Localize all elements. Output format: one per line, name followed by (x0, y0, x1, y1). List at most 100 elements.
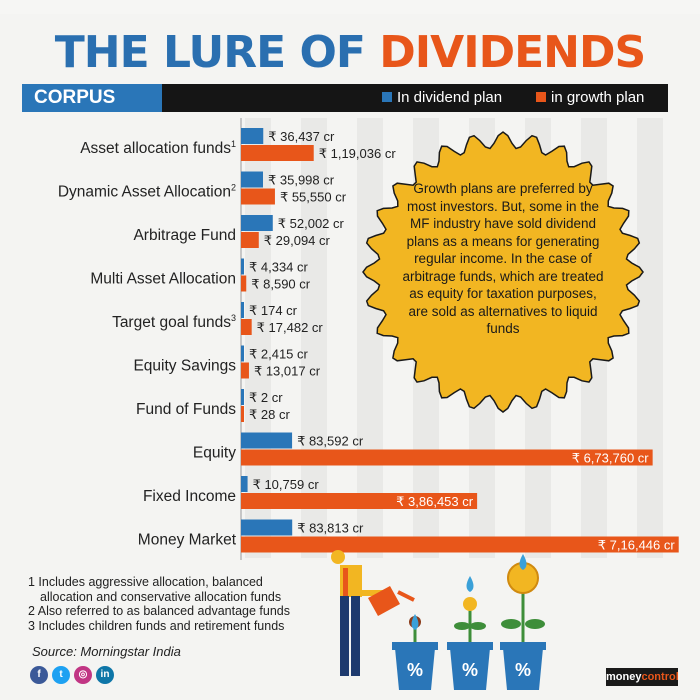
bar-growth (241, 362, 249, 379)
value-label-dividend: ₹ 4,334 cr (249, 260, 309, 275)
bar-growth (241, 188, 275, 205)
pot-rim (392, 642, 438, 650)
value-label-dividend: ₹ 52,002 cr (278, 216, 345, 231)
pot-percent-label: % (407, 660, 423, 680)
pot-percent-label: % (515, 660, 531, 680)
legend-item-dividend: In dividend plan (382, 84, 502, 112)
pot-body (450, 648, 490, 690)
watering-can-spout (397, 590, 415, 602)
person-head (331, 550, 345, 564)
leaf-icon (525, 619, 545, 629)
bar-dividend (241, 171, 263, 188)
value-label-growth: ₹ 8,590 cr (251, 277, 311, 292)
bar-dividend (241, 519, 293, 536)
value-label-growth: ₹ 28 cr (249, 407, 290, 422)
grid-stripe (637, 118, 663, 558)
footnotes: 1 Includes aggressive allocation, balanc… (28, 575, 290, 633)
category-label: Arbitrage Fund (133, 227, 236, 244)
leaf-icon (501, 619, 521, 629)
category-label: Equity (193, 445, 236, 462)
bar-dividend (241, 345, 244, 362)
source-note: Source: Morningstar India (32, 644, 181, 659)
bar-dividend (241, 476, 248, 492)
bar-dividend (241, 128, 264, 144)
title-part-dividends: DIVIDENDS (379, 27, 646, 78)
footnote-1-cont: allocation and conservative allocation f… (40, 589, 282, 604)
corpus-label: CORPUS (22, 84, 162, 112)
grid-stripe (301, 118, 327, 558)
bar-growth (241, 145, 314, 161)
value-label-growth: ₹ 29,094 cr (264, 233, 331, 248)
value-label-growth: ₹ 55,550 cr (280, 190, 347, 205)
instagram-icon[interactable]: ◎ (74, 666, 92, 684)
moneycontrol-logo: moneycontrol (606, 668, 679, 686)
plant-pot-1: % (392, 614, 438, 690)
water-drop-icon (466, 576, 474, 592)
value-label-dividend: ₹ 83,813 cr (297, 521, 364, 536)
value-label-dividend: ₹ 35,998 cr (268, 173, 335, 188)
category-label: Target goal funds3 (112, 313, 236, 331)
water-drop-icon (519, 554, 527, 570)
pot-rim (500, 642, 546, 650)
footnote-3: 3 Includes children funds and retirement… (28, 618, 285, 633)
value-label-dividend: ₹ 2,415 cr (249, 347, 309, 362)
linkedin-icon[interactable]: in (96, 666, 114, 684)
bar-growth (241, 536, 679, 553)
bar-dividend (241, 432, 293, 449)
value-label-growth: ₹ 13,017 cr (254, 364, 321, 379)
plant-pot-3: % (500, 554, 546, 690)
category-label: Fixed Income (143, 488, 236, 505)
bar-growth (241, 449, 653, 466)
value-label-dividend: ₹ 83,592 cr (297, 434, 364, 449)
person-leg-right (351, 596, 360, 676)
water-drop-icon (411, 614, 419, 630)
category-label: Equity Savings (133, 358, 236, 375)
category-label: Multi Asset Allocation (90, 271, 236, 288)
value-label-dividend: ₹ 10,759 cr (253, 477, 320, 492)
legend-label-dividend: In dividend plan (397, 89, 503, 106)
person-leg-left (340, 596, 349, 676)
bar-dividend (241, 389, 244, 405)
logo-control: control (641, 671, 679, 683)
callout-text: Growth plans are preferred by most inves… (402, 181, 604, 336)
person-illustration (331, 550, 415, 676)
bar-growth (241, 406, 244, 422)
value-label-dividend: ₹ 36,437 cr (268, 129, 335, 144)
legend-swatch-dividend (382, 92, 392, 102)
footnote-2: 2 Also referred to as balanced advantage… (28, 604, 290, 618)
category-label: Fund of Funds (136, 401, 236, 418)
value-label-growth: ₹ 17,482 cr (257, 320, 324, 335)
top-strip (0, 0, 700, 14)
person-tie (343, 568, 348, 596)
category-label: Asset allocation funds1 (80, 139, 236, 157)
legend-swatch-growth (536, 92, 546, 102)
legend-label-growth: in growth plan (551, 89, 645, 106)
twitter-icon[interactable]: t (52, 666, 70, 684)
bar-dividend (241, 302, 244, 318)
value-label-growth: ₹ 6,73,760 cr (572, 451, 650, 466)
category-label: Dynamic Asset Allocation2 (58, 183, 236, 201)
facebook-icon[interactable]: f (30, 666, 48, 684)
logo-money: money (606, 671, 642, 683)
value-label-dividend: ₹ 2 cr (249, 390, 283, 405)
pot-rim (447, 642, 493, 650)
bar-growth (241, 275, 247, 292)
bar-dividend (241, 258, 244, 275)
pot-percent-label: % (462, 660, 478, 680)
category-label: Money Market (138, 532, 237, 549)
leaf-icon (454, 622, 470, 630)
callout-shape (362, 131, 644, 413)
title-part-lure: THE LURE OF (54, 27, 380, 78)
flower-bud (463, 597, 477, 611)
bar-growth (241, 319, 252, 335)
value-label-growth: ₹ 7,16,446 cr (598, 538, 676, 553)
pot-body (395, 648, 435, 690)
watering-can-icon (368, 586, 400, 616)
bar-growth (241, 493, 478, 509)
bar-growth (241, 232, 259, 248)
leaf-icon (470, 622, 486, 630)
page-title: THE LURE OF DIVIDENDS (0, 28, 700, 78)
